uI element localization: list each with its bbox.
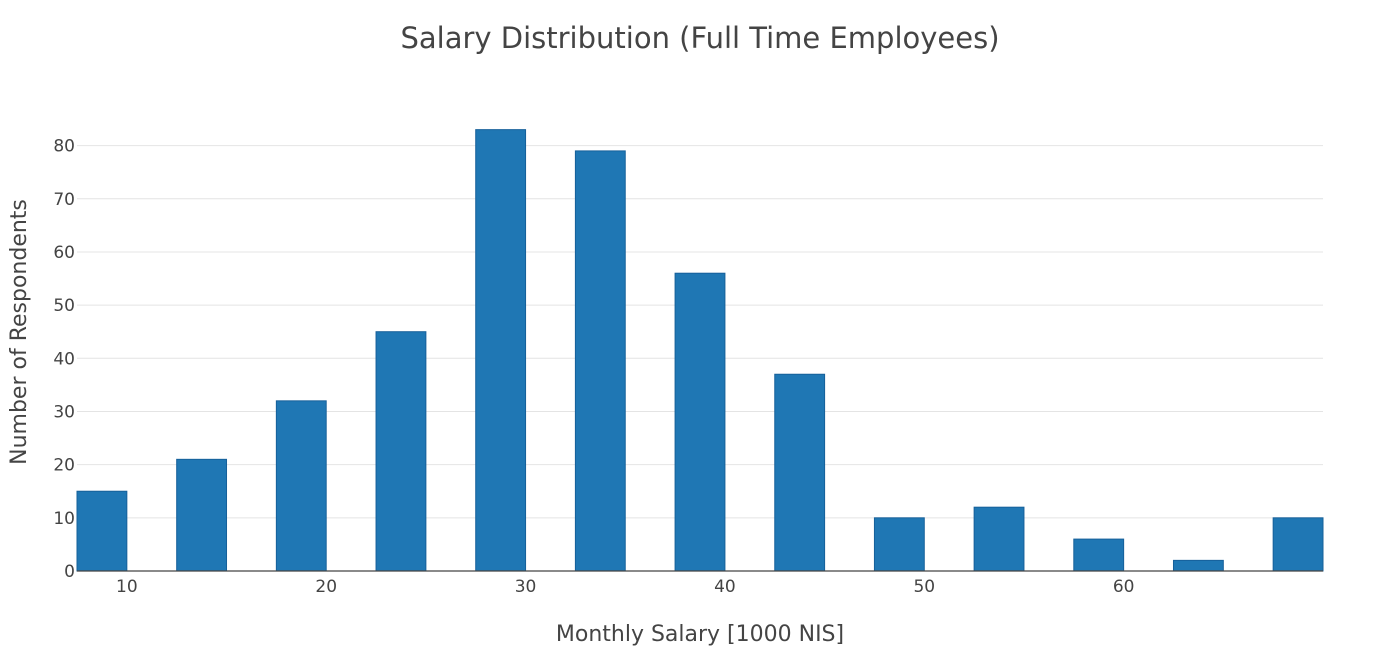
x-tick-label: 50 (913, 577, 935, 597)
x-tick-label: 30 (515, 577, 537, 597)
y-tick-label: 70 (53, 190, 75, 210)
chart-title: Salary Distribution (Full Time Employees… (400, 21, 999, 55)
histogram-bars (76, 129, 1324, 572)
y-tick-label: 50 (53, 296, 75, 316)
x-tick-label: 60 (1113, 577, 1135, 597)
y-tick-label: 80 (53, 137, 75, 157)
x-tick-label: 40 (714, 577, 736, 597)
y-tick-label: 20 (53, 456, 75, 476)
y-tick-label: 30 (53, 402, 75, 422)
histogram-bar[interactable] (774, 373, 826, 572)
x-tick-label: 20 (315, 577, 337, 597)
y-axis-tick-labels: 0 10 20 30 40 50 60 70 80 (53, 137, 75, 582)
histogram-bar[interactable] (1073, 538, 1125, 572)
histogram-bar[interactable] (176, 458, 228, 572)
y-tick-label: 60 (53, 243, 75, 263)
histogram-bar[interactable] (375, 331, 427, 572)
histogram-bar[interactable] (674, 272, 726, 572)
x-axis-label: Monthly Salary [1000 NIS] (556, 622, 844, 647)
histogram-bar[interactable] (275, 400, 327, 572)
histogram-bar[interactable] (574, 150, 626, 572)
histogram-bar[interactable] (1272, 517, 1324, 572)
histogram-bar[interactable] (76, 490, 128, 572)
y-tick-label: 0 (64, 562, 75, 582)
histogram-bar[interactable] (475, 129, 527, 572)
y-tick-label: 40 (53, 349, 75, 369)
histogram-bar[interactable] (873, 517, 925, 572)
y-tick-label: 10 (53, 509, 75, 529)
x-tick-label: 10 (116, 577, 138, 597)
histogram-bar[interactable] (1172, 559, 1224, 572)
x-axis-tick-labels: 10 20 30 40 50 60 (116, 577, 1134, 597)
y-axis-label: Number of Respondents (7, 199, 32, 465)
histogram-bar[interactable] (973, 506, 1025, 572)
